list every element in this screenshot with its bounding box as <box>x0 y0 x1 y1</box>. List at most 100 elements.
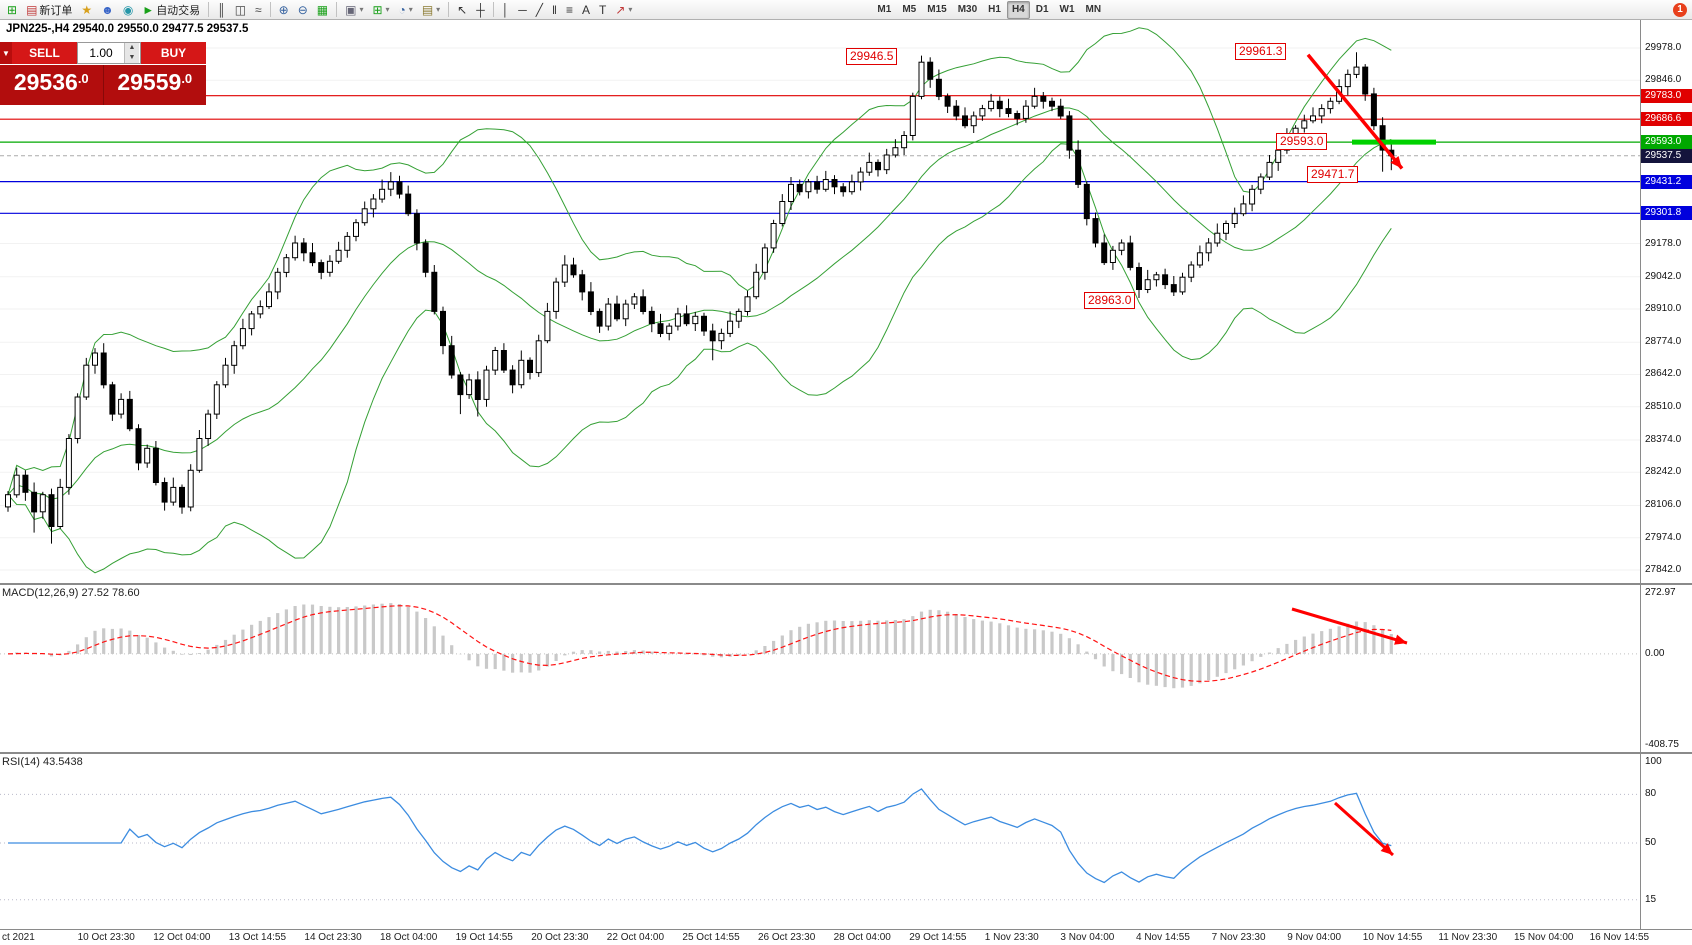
price-axis[interactable]: 29978.0 29846.0 29178.0 29042.0 28910.0 28774… <box>1640 20 1692 583</box>
text-button[interactable]: A <box>578 1 594 19</box>
line-chart-type-button[interactable]: ≈ <box>251 1 266 19</box>
axis-label: 50 <box>1645 837 1657 848</box>
toolbar-separator <box>208 2 210 17</box>
price-annotation[interactable]: 29593.0 <box>1276 133 1328 150</box>
rsi-indicator-panel[interactable]: 100 80 50 15 RSI(14) 43.5438 <box>0 754 1692 929</box>
time-axis-label: 3 Nov 04:00 <box>1060 932 1115 943</box>
axis-label: 27842.0 <box>1645 564 1682 575</box>
timeframe-button-m1[interactable]: M1 <box>877 4 892 15</box>
timeframe-button-h4[interactable]: H4 <box>1006 0 1030 19</box>
volume-group: ▲ ▼ <box>77 42 141 64</box>
timeframe-button-w1[interactable]: W1 <box>1059 4 1075 15</box>
axis-label: 28642.0 <box>1645 368 1682 380</box>
rsi-line <box>8 788 1392 884</box>
time-axis[interactable]: ct 2021 10 Oct 23:30 12 Oct 04:00 13 Oct 14… <box>0 929 1692 945</box>
sell-button[interactable]: SELL <box>12 42 77 64</box>
cursor-button[interactable]: ↖ <box>453 1 471 19</box>
timeframe-button-h1[interactable]: H1 <box>988 4 1001 15</box>
new-chart-icon: ⊞ <box>7 2 18 17</box>
trend-arrow[interactable] <box>1306 53 1404 170</box>
autotrading-icon: ► <box>142 2 155 17</box>
bid-price[interactable]: 29536 .0 <box>0 65 104 105</box>
candle-chart-type-icon: ◫ <box>234 2 247 17</box>
rsi-chart-svg[interactable] <box>0 754 1640 929</box>
main-toolbar: ⊞ ▤ 新订单 ★ ☻ ◉ ► 自动交易 ║ ◫ ≈ ⊕ ⊖ ▦ ▣ ▾ ⊞ ▾ ◔ ▾ ▤ ▾ ↖ ┼ │ ─ ╱ ‖ ≡ A T ↗ ▾ M… <box>0 0 1692 20</box>
macd-histogram <box>15 603 1393 689</box>
arrows-button[interactable]: ↗ ▾ <box>611 1 636 19</box>
time-axis-label: 19 Oct 14:55 <box>455 932 513 943</box>
toolbar-separator <box>492 2 494 17</box>
hline-icon: ─ <box>518 2 527 17</box>
fibonacci-button[interactable]: ≡ <box>562 1 577 19</box>
time-axis-label: 25 Oct 14:55 <box>682 932 740 943</box>
candles-layer[interactable] <box>5 52 1395 544</box>
hline-button[interactable]: ─ <box>514 1 531 19</box>
indicators-icon: ⊞ <box>372 2 383 17</box>
new-order-button-label: 新订单 <box>39 4 73 17</box>
axis-label: 100 <box>1645 756 1662 767</box>
volume-input[interactable] <box>78 43 124 63</box>
templates-button[interactable]: ▤ ▾ <box>418 1 444 19</box>
bar-chart-type-icon: ║ <box>217 2 226 17</box>
time-axis-label: 28 Oct 04:00 <box>833 932 891 943</box>
label-button[interactable]: T <box>595 1 610 19</box>
autotrading-button[interactable]: ► 自动交易 <box>138 1 204 19</box>
candle-chart-type-button[interactable]: ◫ <box>231 1 250 19</box>
crosshair-button[interactable]: ┼ <box>472 1 489 19</box>
price-annotation[interactable]: 28963.0 <box>1084 292 1136 309</box>
axis-label: 27974.0 <box>1645 531 1682 543</box>
ask-price[interactable]: 29559 .0 <box>103 65 206 105</box>
trend-arrow[interactable] <box>1333 801 1395 857</box>
cascade-windows-icon: ▣ <box>345 2 357 17</box>
volume-up-button[interactable]: ▲ <box>124 43 139 53</box>
trend-arrow[interactable] <box>1291 607 1408 645</box>
axis-label: 28774.0 <box>1645 336 1682 348</box>
indicators-button[interactable]: ⊞ ▾ <box>368 1 393 19</box>
periods-button[interactable]: ◔ ▾ <box>395 1 417 19</box>
price-annotation[interactable]: 29946.5 <box>846 48 898 65</box>
deposit-button[interactable]: ★ <box>77 1 96 19</box>
channel-button[interactable]: ‖ <box>548 1 561 19</box>
zoom-in-button[interactable]: ⊕ <box>275 1 293 19</box>
macd-chart-svg[interactable] <box>0 585 1640 752</box>
panel-separator[interactable] <box>0 752 1692 754</box>
tile-windows-button[interactable]: ▦ <box>313 1 332 19</box>
zoom-in-icon: ⊕ <box>278 2 289 17</box>
timeframe-button-d1[interactable]: D1 <box>1035 4 1049 15</box>
price-annotation[interactable]: 29961.3 <box>1235 43 1287 60</box>
price-tag: 29537.5 <box>1641 148 1692 163</box>
trendline-button[interactable]: ╱ <box>532 1 547 19</box>
periods-icon: ◔ <box>398 2 406 17</box>
candlestick-chart-svg[interactable] <box>0 20 1640 583</box>
buy-button[interactable]: BUY <box>141 42 206 64</box>
time-axis-label: 1 Nov 23:30 <box>984 932 1039 943</box>
axis-label: 29178.0 <box>1645 237 1682 249</box>
caret-down-icon: ▾ <box>628 5 633 14</box>
zoom-out-button[interactable]: ⊖ <box>294 1 312 19</box>
time-axis-label: 14 Oct 23:30 <box>304 932 362 943</box>
vline-button[interactable]: │ <box>498 1 514 19</box>
timeframe-button-m5[interactable]: M5 <box>902 4 917 15</box>
text-icon: A <box>581 2 590 17</box>
price-annotation[interactable]: 29471.7 <box>1307 166 1359 183</box>
timeframe-button-m30[interactable]: M30 <box>957 4 978 15</box>
panel-separator[interactable] <box>0 583 1692 585</box>
notification-badge[interactable]: 1 <box>1673 3 1687 17</box>
price-tag: 29431.2 <box>1641 174 1692 189</box>
main-chart-panel[interactable]: 29978.0 29846.0 29178.0 29042.0 28910.0 28774… <box>0 20 1692 583</box>
new-order-button[interactable]: ▤ 新订单 <box>22 1 76 19</box>
bar-chart-type-button[interactable]: ║ <box>213 1 230 19</box>
volume-down-button[interactable]: ▼ <box>124 53 139 63</box>
timeframe-button-mn[interactable]: MN <box>1085 4 1102 15</box>
timeframe-button-m15[interactable]: M15 <box>927 4 947 15</box>
cascade-windows-button[interactable]: ▣ ▾ <box>341 1 367 19</box>
community-button[interactable]: ◉ <box>119 1 137 19</box>
macd-indicator-panel[interactable]: 272.97 0.00 -408.75 MACD(12,26,9) 27.52 78… <box>0 585 1692 752</box>
collapse-arrow-icon[interactable]: ▼ <box>0 42 12 64</box>
accounts-button[interactable]: ☻ <box>97 1 118 19</box>
templates-icon: ▤ <box>421 2 434 17</box>
axis-label: 28510.0 <box>1645 400 1682 412</box>
bid-main-digits: 29536 <box>13 69 78 95</box>
new-chart-button[interactable]: ⊞ <box>3 1 21 19</box>
ask-main-digits: 29559 <box>117 69 182 95</box>
